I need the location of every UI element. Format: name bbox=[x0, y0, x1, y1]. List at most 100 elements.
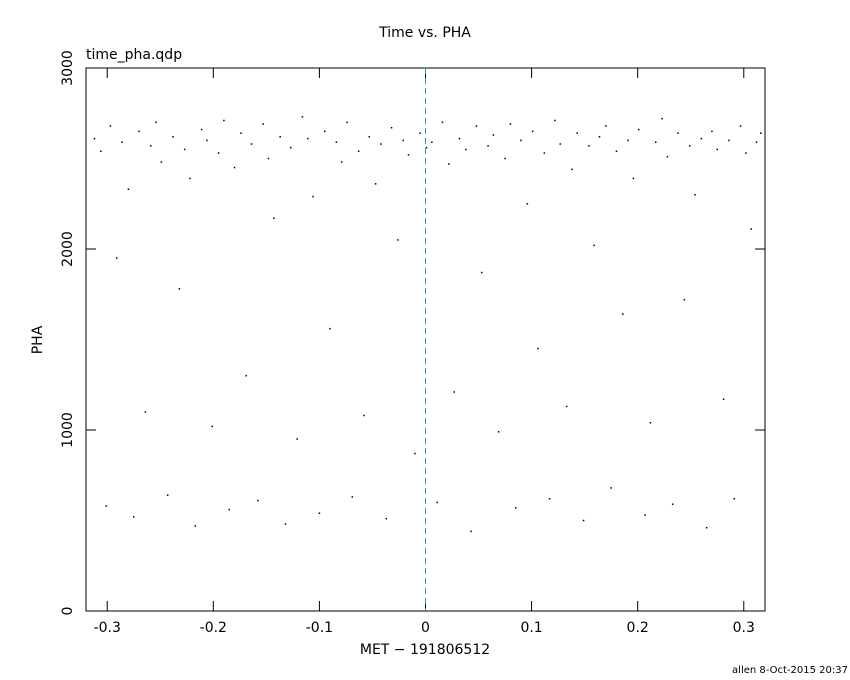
point bbox=[526, 203, 529, 205]
point bbox=[178, 288, 181, 290]
point bbox=[722, 398, 725, 400]
point bbox=[475, 125, 478, 127]
point bbox=[492, 134, 495, 136]
point bbox=[233, 166, 236, 169]
point bbox=[223, 119, 225, 122]
point bbox=[329, 327, 331, 330]
point bbox=[632, 177, 635, 180]
point bbox=[380, 143, 382, 145]
file-label: time_pha.qdp bbox=[86, 47, 182, 63]
y-tick-label: 3000 bbox=[60, 50, 76, 86]
point bbox=[363, 414, 365, 417]
point bbox=[340, 161, 343, 163]
point bbox=[448, 163, 450, 165]
point bbox=[425, 146, 428, 149]
point bbox=[654, 141, 657, 143]
point bbox=[267, 157, 270, 160]
point bbox=[711, 130, 713, 133]
point bbox=[622, 313, 624, 315]
x-tick-label: -0.3 bbox=[94, 620, 121, 636]
point bbox=[615, 150, 618, 153]
x-tick-label: 0.1 bbox=[520, 620, 542, 636]
point bbox=[745, 152, 747, 154]
point bbox=[470, 530, 472, 533]
point bbox=[149, 145, 152, 147]
point bbox=[351, 496, 354, 498]
point bbox=[531, 130, 534, 133]
point bbox=[306, 137, 309, 140]
y-tick-label: 2000 bbox=[60, 231, 76, 267]
point bbox=[290, 146, 292, 149]
point bbox=[138, 130, 140, 133]
point bbox=[436, 501, 438, 504]
point bbox=[497, 431, 500, 433]
point bbox=[116, 257, 118, 259]
point bbox=[728, 139, 730, 142]
point bbox=[554, 119, 556, 122]
point bbox=[250, 143, 253, 145]
point bbox=[312, 195, 314, 198]
point bbox=[262, 123, 264, 125]
point bbox=[402, 139, 404, 142]
point bbox=[504, 157, 506, 160]
point bbox=[548, 498, 551, 500]
point bbox=[487, 145, 489, 147]
point bbox=[144, 411, 147, 413]
point bbox=[368, 136, 371, 138]
point bbox=[582, 519, 585, 522]
point bbox=[688, 145, 691, 147]
point bbox=[407, 154, 410, 156]
point bbox=[385, 517, 387, 520]
point bbox=[458, 137, 461, 140]
point bbox=[105, 505, 107, 507]
point bbox=[514, 507, 517, 509]
point bbox=[671, 503, 674, 505]
point bbox=[228, 508, 230, 511]
point bbox=[273, 217, 275, 219]
point bbox=[194, 525, 197, 527]
point bbox=[683, 298, 686, 301]
point bbox=[637, 128, 640, 131]
point bbox=[598, 136, 601, 138]
point bbox=[323, 130, 326, 133]
point bbox=[217, 152, 220, 154]
x-tick-label: 0.2 bbox=[627, 620, 649, 636]
y-axis-label: PHA bbox=[30, 325, 46, 354]
point bbox=[240, 132, 242, 134]
point bbox=[357, 150, 360, 153]
point bbox=[431, 141, 433, 143]
point bbox=[760, 132, 762, 134]
point bbox=[576, 132, 578, 134]
point bbox=[677, 132, 679, 134]
point bbox=[661, 117, 663, 120]
chart-title: Time vs. PHA bbox=[378, 25, 471, 41]
x-tick-label: -0.2 bbox=[200, 620, 227, 636]
point bbox=[166, 494, 169, 496]
point bbox=[132, 516, 135, 518]
point bbox=[414, 452, 416, 455]
point bbox=[644, 514, 646, 516]
y-tick-label: 0 bbox=[60, 607, 76, 616]
point bbox=[155, 121, 157, 124]
point bbox=[93, 137, 96, 140]
point bbox=[160, 161, 163, 163]
x-tick-label: 0 bbox=[421, 620, 430, 636]
point bbox=[537, 347, 539, 350]
point bbox=[593, 244, 595, 247]
point bbox=[441, 121, 444, 124]
x-tick-label: -0.1 bbox=[306, 620, 333, 636]
x-tick-label: 0.3 bbox=[733, 620, 755, 636]
point bbox=[121, 141, 123, 143]
point bbox=[397, 239, 399, 241]
point bbox=[183, 148, 186, 151]
point bbox=[571, 168, 573, 171]
point bbox=[700, 137, 703, 140]
point bbox=[318, 512, 321, 515]
point bbox=[200, 128, 203, 131]
point bbox=[206, 139, 208, 142]
point bbox=[509, 123, 512, 125]
point bbox=[666, 155, 669, 158]
point bbox=[559, 143, 561, 145]
point bbox=[755, 141, 758, 143]
